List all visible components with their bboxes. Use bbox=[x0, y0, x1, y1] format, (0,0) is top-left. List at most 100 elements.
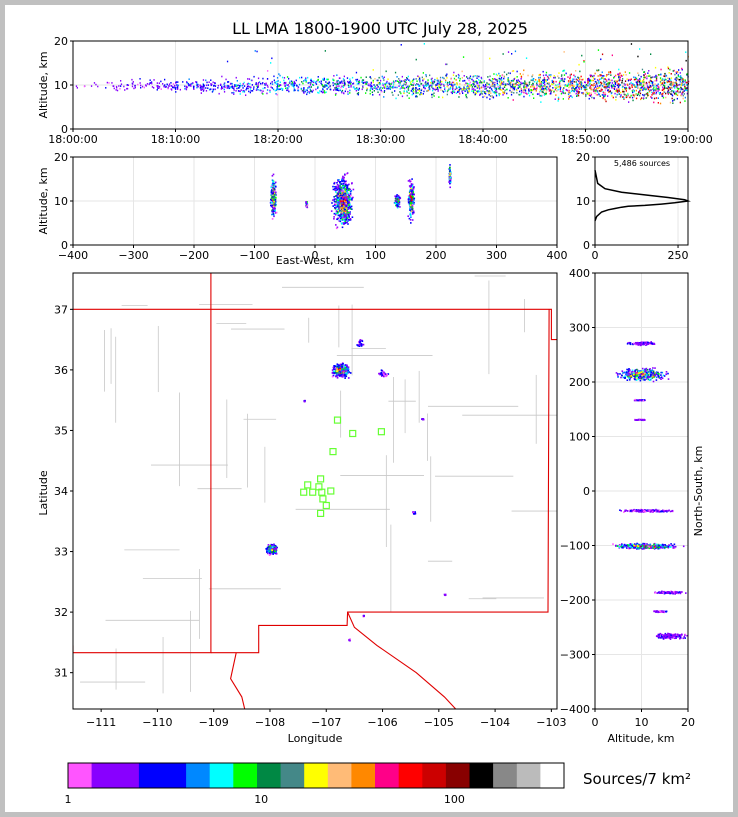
altitude-time-source bbox=[547, 87, 549, 89]
eastwest-source bbox=[341, 205, 343, 207]
plan-view-source bbox=[269, 549, 271, 552]
time-tick-label: 18:00:00 bbox=[48, 133, 97, 146]
altitude-time-source bbox=[630, 94, 632, 97]
altitude-time-source bbox=[418, 78, 420, 81]
altitude-time-source bbox=[381, 90, 383, 93]
altitude-time-source bbox=[670, 77, 673, 79]
eastwest-source bbox=[271, 179, 274, 181]
eastwest-source bbox=[272, 199, 275, 202]
altitude-time-source bbox=[492, 91, 494, 93]
altitude-time-source bbox=[199, 87, 201, 89]
altitude-time-source bbox=[577, 90, 580, 93]
altitude-time-source bbox=[573, 74, 575, 77]
altitude-time-source bbox=[649, 78, 652, 81]
altitude-time-source bbox=[392, 83, 395, 85]
altitude-time-source bbox=[601, 94, 603, 96]
plan-view-source bbox=[345, 375, 348, 378]
plan-view-source bbox=[345, 370, 347, 373]
altitude-time-source bbox=[192, 82, 194, 84]
altitude-time-source bbox=[558, 72, 560, 74]
altitude-time-source bbox=[343, 75, 345, 78]
altitude-time-source bbox=[683, 83, 686, 86]
altitude-time-source bbox=[611, 82, 613, 84]
altitude-time-source bbox=[542, 91, 544, 94]
altitude-time-source bbox=[651, 76, 653, 79]
altitude-time-source bbox=[458, 90, 460, 93]
altitude-time-source bbox=[536, 84, 538, 86]
altitude-time-source bbox=[210, 79, 212, 81]
altitude-time-source bbox=[390, 83, 392, 85]
altitude-time-source bbox=[668, 87, 671, 89]
altitude-time-source bbox=[285, 87, 287, 90]
altitude-time-source bbox=[551, 79, 553, 82]
altitude-time-ylabel: Altitude, km bbox=[37, 51, 50, 118]
altitude-time-source bbox=[352, 83, 354, 85]
northsouth-source bbox=[657, 374, 659, 376]
latitude-tick-label: 37 bbox=[54, 303, 68, 316]
altitude-time-source bbox=[382, 87, 384, 89]
altitude-time-source bbox=[511, 79, 513, 82]
northsouth-source bbox=[656, 372, 659, 374]
altitude-time-source bbox=[643, 79, 645, 81]
altitude-time-source bbox=[93, 82, 96, 84]
altitude-time-source bbox=[595, 81, 598, 83]
altitude-time-source bbox=[562, 70, 564, 72]
altitude-time-source bbox=[302, 82, 304, 85]
altitude-time-source bbox=[413, 90, 415, 93]
altitude-time-source bbox=[655, 74, 657, 77]
altitude-time-source bbox=[483, 80, 485, 82]
altitude-time-source bbox=[530, 86, 532, 88]
altitude-time-source bbox=[482, 90, 484, 93]
altitude-time-source bbox=[674, 93, 676, 95]
altitude-eastwest-grid bbox=[72, 156, 558, 246]
eastwest-source bbox=[344, 214, 346, 216]
altitude-time-source bbox=[453, 90, 455, 92]
eastwest-source bbox=[409, 209, 411, 211]
altitude-time-source bbox=[512, 83, 514, 86]
altitude-time-source bbox=[624, 71, 626, 73]
eastwest-source bbox=[343, 187, 345, 189]
plan-view-source bbox=[359, 343, 362, 345]
altitude-time-source bbox=[587, 93, 589, 95]
altitude-time-source bbox=[671, 90, 673, 92]
altitude-time-source bbox=[651, 91, 653, 94]
altitude-time-source bbox=[312, 81, 315, 84]
altitude-time-source bbox=[648, 81, 650, 84]
altitude-time-source bbox=[354, 88, 356, 90]
altitude-time-source bbox=[485, 92, 487, 95]
altitude-time-source bbox=[503, 91, 506, 93]
altitude-time-source bbox=[156, 86, 159, 88]
altitude-time-source bbox=[568, 90, 570, 92]
altitude-time-source bbox=[573, 85, 575, 88]
northsouth-source bbox=[667, 378, 670, 380]
altitude-time-source bbox=[450, 82, 452, 84]
altitude-time-source bbox=[653, 92, 655, 94]
altitude-time-source bbox=[272, 88, 275, 91]
altitude-time-source bbox=[495, 89, 497, 92]
plan-view-source bbox=[378, 372, 380, 375]
altitude-time-source bbox=[686, 73, 689, 75]
altitude-time-source bbox=[301, 81, 303, 83]
altitude-time-source bbox=[654, 83, 656, 85]
altitude-time-source bbox=[652, 76, 654, 78]
altitude-time-source bbox=[382, 84, 384, 86]
altitude-time-source bbox=[292, 83, 294, 86]
altitude-time-source bbox=[438, 86, 441, 89]
altitude-time-source bbox=[527, 84, 529, 87]
altitude-time-source bbox=[431, 86, 433, 89]
altitude-time-source bbox=[669, 101, 672, 104]
altitude-time-source bbox=[437, 90, 439, 92]
plan-view-frame bbox=[72, 272, 558, 710]
northsouth-source bbox=[654, 373, 656, 375]
altitude-time-source bbox=[543, 80, 545, 82]
altitude-time-source bbox=[541, 84, 543, 87]
eastwest-source bbox=[343, 182, 345, 185]
altitude-time-source bbox=[636, 84, 639, 87]
altitude-time-source bbox=[601, 88, 603, 91]
altitude-time-source bbox=[422, 79, 424, 82]
altitude-time-source bbox=[674, 84, 676, 87]
altitude-time-source bbox=[269, 89, 271, 92]
altitude-time-source bbox=[553, 82, 555, 84]
altitude-time-source bbox=[564, 92, 566, 95]
altitude-time-source bbox=[455, 87, 457, 90]
